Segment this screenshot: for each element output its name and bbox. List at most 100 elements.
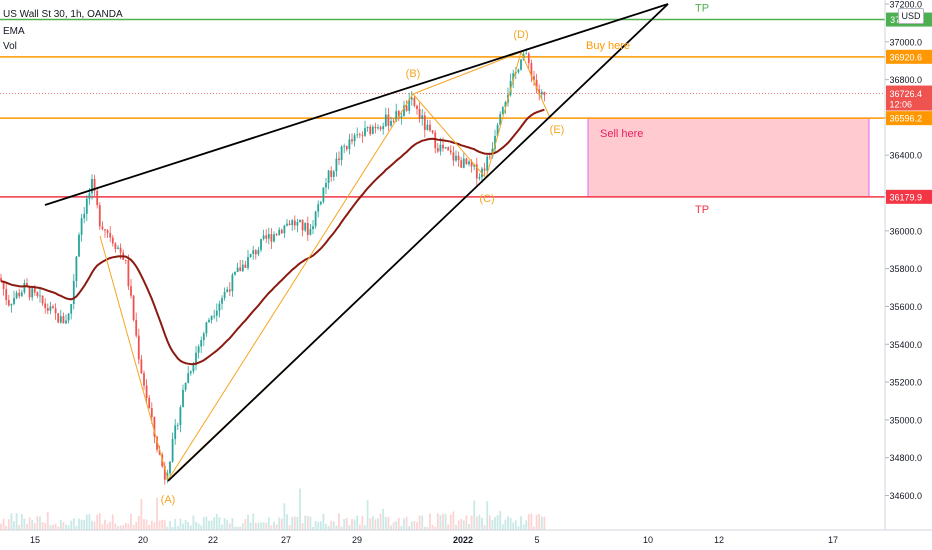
volume-bar [31, 520, 34, 530]
annotations: TP Buy here TP [586, 3, 709, 216]
price-axis[interactable]: 34600.0 34800.0 35000.0 35200.0 35400.0 35600… [884, 0, 932, 530]
candle-body [364, 128, 366, 136]
volume-bar [72, 518, 75, 530]
candle-body [59, 316, 62, 323]
volume-bar [218, 517, 221, 530]
candle-body [15, 292, 18, 299]
price-level-tag [886, 49, 932, 64]
volume-bar [254, 522, 257, 530]
candle-body [413, 97, 416, 106]
candle-body [249, 253, 252, 258]
candle-body [31, 288, 34, 298]
volume-bar [358, 524, 361, 530]
volume-bar [200, 525, 203, 530]
y-tick-label: 37200.0 [889, 0, 922, 10]
volume-bar [379, 513, 382, 530]
candle-body [156, 436, 158, 450]
volume-bar [382, 508, 385, 530]
volume-bar [265, 522, 268, 530]
candle-body [241, 264, 244, 272]
candle-body [197, 346, 200, 353]
volume-bar [0, 523, 2, 530]
volume-bar [535, 514, 538, 530]
wedge-lower [167, 3, 669, 482]
volume-bar [416, 522, 418, 530]
ema-legend[interactable]: EMA [3, 26, 25, 37]
volume-bar [78, 518, 80, 530]
price-level-value: 36596.2 [889, 114, 922, 124]
volume-bar [501, 524, 504, 530]
candle-body [403, 105, 405, 117]
volume-bar [85, 514, 88, 530]
volume-legend[interactable]: Vol [3, 41, 17, 52]
candle-body [26, 283, 28, 287]
volume-bar [291, 517, 294, 530]
symbol-title: US Wall St 30, 1h, OANDA [3, 9, 123, 20]
candle-body [228, 289, 231, 292]
volume-bar [187, 522, 190, 530]
volume-bar [509, 517, 512, 530]
candle-body [478, 177, 481, 179]
volume-bar [371, 516, 374, 530]
candle-body [343, 146, 346, 148]
volume-bar [169, 520, 171, 530]
candle-body [332, 171, 335, 177]
candle-body [390, 120, 392, 126]
volume-bar [296, 516, 299, 530]
volume-bar [156, 497, 158, 530]
candle-body [247, 257, 249, 268]
candle-body [296, 221, 299, 226]
volume-bar [236, 526, 239, 530]
candle-body [460, 160, 463, 168]
pattern-leg [412, 51, 522, 95]
volume-bar [65, 524, 67, 530]
candle-body [327, 170, 330, 183]
candle-body [49, 306, 52, 311]
volume-bar [163, 520, 166, 530]
volume-bar [137, 515, 140, 530]
candle-body [171, 439, 174, 462]
y-tick-label: 35800.0 [889, 264, 922, 274]
candle-body [319, 201, 322, 205]
candle-body [135, 319, 138, 336]
candle-body [397, 111, 400, 118]
volume-bar [106, 523, 109, 530]
x-tick-label: 5 [534, 535, 539, 545]
candle-body [200, 340, 203, 347]
volume-bar [527, 514, 530, 530]
volume-bar [135, 522, 138, 530]
candle-body [486, 156, 489, 171]
pattern-label: (A) [161, 494, 176, 506]
volume-bar [231, 518, 234, 530]
candle-body [434, 132, 437, 149]
candle-body [101, 226, 104, 230]
x-tick-label: 2022 [453, 535, 473, 545]
candle-body [148, 397, 151, 409]
volume-bar [13, 521, 15, 530]
currency-button[interactable]: USD [898, 8, 924, 24]
volume-bar [93, 521, 96, 530]
volume-bar [130, 513, 132, 530]
volume-bar [522, 524, 525, 530]
candle-body [132, 295, 135, 320]
current-price-value: 36726.4 [889, 89, 922, 99]
volume-bar [306, 515, 309, 530]
volume-bar [473, 500, 476, 530]
volume-bar [312, 526, 314, 530]
candle-body [91, 178, 93, 194]
volume-bar [215, 513, 218, 530]
candle-body [2, 281, 5, 290]
candle-body [184, 382, 187, 390]
volume-bar [195, 521, 197, 530]
candle-body [301, 219, 304, 231]
candle-body [387, 114, 390, 126]
pattern-label: (D) [513, 29, 528, 41]
volume-bar [397, 517, 400, 530]
candle-body [369, 126, 372, 134]
volume-bar [114, 523, 117, 530]
candle-body [501, 107, 504, 114]
volume-bar [192, 515, 195, 530]
time-axis[interactable]: 15 20 22 27 29 2022 5 10 12 17 [0, 529, 932, 545]
volume-bar [132, 525, 135, 530]
